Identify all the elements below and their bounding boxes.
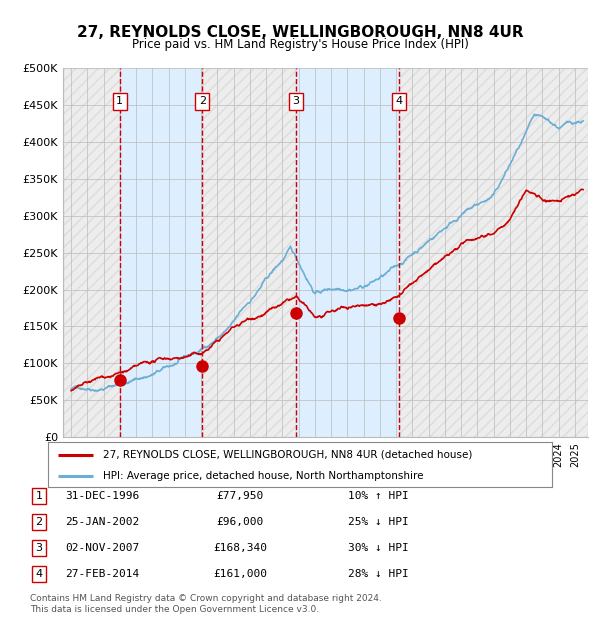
Text: 10% ↑ HPI: 10% ↑ HPI bbox=[348, 491, 409, 501]
Text: 4: 4 bbox=[395, 96, 403, 107]
Text: 25-JAN-2002: 25-JAN-2002 bbox=[65, 517, 139, 527]
Text: £168,340: £168,340 bbox=[213, 543, 267, 553]
Text: 1: 1 bbox=[35, 491, 43, 501]
Text: £96,000: £96,000 bbox=[217, 517, 263, 527]
Text: Price paid vs. HM Land Registry's House Price Index (HPI): Price paid vs. HM Land Registry's House … bbox=[131, 38, 469, 51]
Text: 27-FEB-2014: 27-FEB-2014 bbox=[65, 569, 139, 579]
Bar bbox=[120, 68, 202, 437]
Text: 2: 2 bbox=[199, 96, 206, 107]
Text: £77,950: £77,950 bbox=[217, 491, 263, 501]
Text: 3: 3 bbox=[35, 543, 43, 553]
Text: 02-NOV-2007: 02-NOV-2007 bbox=[65, 543, 139, 553]
Text: 4: 4 bbox=[35, 569, 43, 579]
Text: 3: 3 bbox=[293, 96, 299, 107]
Text: 27, REYNOLDS CLOSE, WELLINGBOROUGH, NN8 4UR (detached house): 27, REYNOLDS CLOSE, WELLINGBOROUGH, NN8 … bbox=[103, 450, 473, 459]
Text: HPI: Average price, detached house, North Northamptonshire: HPI: Average price, detached house, Nort… bbox=[103, 471, 424, 481]
Text: 31-DEC-1996: 31-DEC-1996 bbox=[65, 491, 139, 501]
Bar bbox=[202, 68, 296, 437]
Text: 25% ↓ HPI: 25% ↓ HPI bbox=[348, 517, 409, 527]
Bar bbox=[296, 68, 399, 437]
Text: Contains HM Land Registry data © Crown copyright and database right 2024.
This d: Contains HM Land Registry data © Crown c… bbox=[30, 595, 382, 614]
Text: 27, REYNOLDS CLOSE, WELLINGBOROUGH, NN8 4UR: 27, REYNOLDS CLOSE, WELLINGBOROUGH, NN8 … bbox=[77, 25, 523, 40]
Text: £161,000: £161,000 bbox=[213, 569, 267, 579]
Text: 30% ↓ HPI: 30% ↓ HPI bbox=[348, 543, 409, 553]
Bar bbox=[63, 68, 120, 437]
Bar bbox=[399, 68, 588, 437]
Text: 1: 1 bbox=[116, 96, 123, 107]
Text: 2: 2 bbox=[35, 517, 43, 527]
Text: 28% ↓ HPI: 28% ↓ HPI bbox=[348, 569, 409, 579]
